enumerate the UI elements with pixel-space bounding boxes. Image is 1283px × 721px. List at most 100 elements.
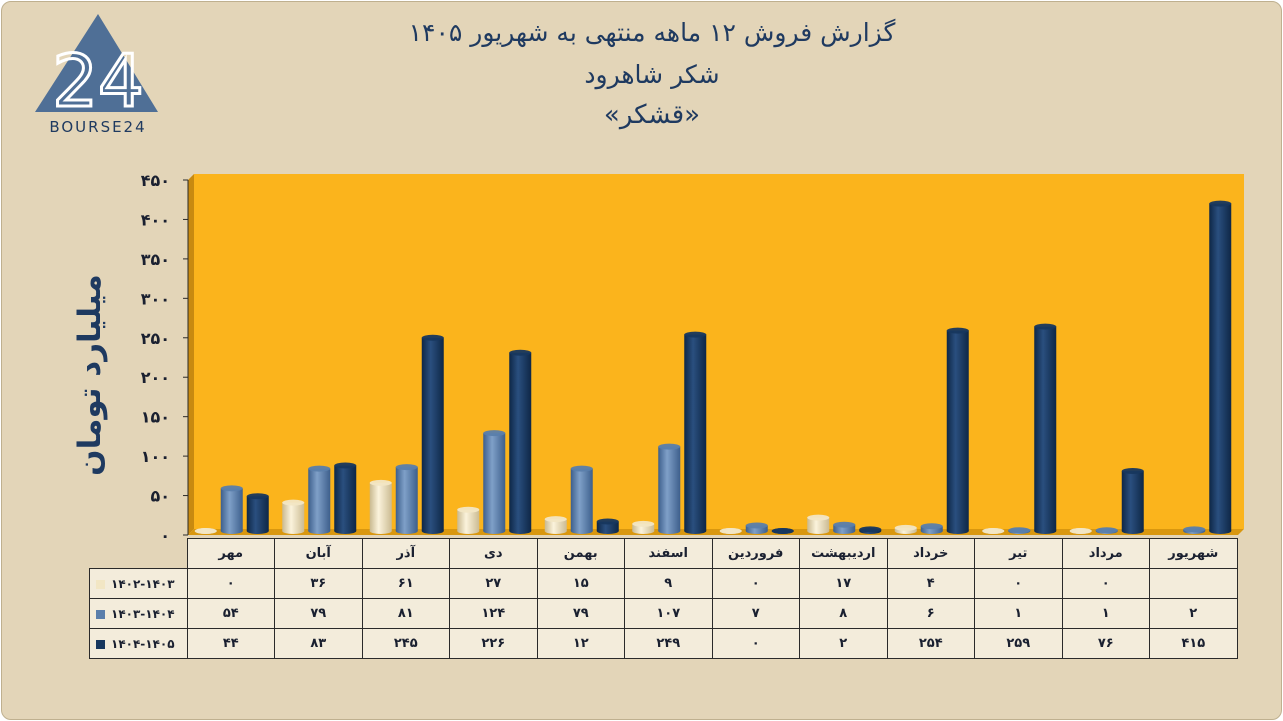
plot-side-wall — [188, 174, 194, 535]
table-header-cell: مرداد — [1061, 538, 1150, 569]
bar-base — [483, 528, 506, 534]
table-cell: ۲ — [1149, 598, 1238, 629]
table-cell: ۷۹ — [274, 598, 363, 629]
table-cell: ۱۲ — [536, 628, 625, 659]
table-header-cell: خرداد — [886, 538, 975, 569]
bar-top — [833, 521, 856, 528]
bar-top — [1209, 200, 1232, 207]
bar-base — [920, 528, 943, 534]
table-row: ۱۴۰۴-۱۴۰۵ ۴۴ ۸۳ ۲۴۵ ۲۲۶ ۱۲ ۲۴۹ ۰ ۲ ۲۵۴ ۲۵۹ ۷۶ ۴۱۵ — [89, 628, 1238, 659]
table-cell: ۸۳ — [274, 628, 363, 659]
table-header-cell: آبان — [274, 538, 363, 569]
table-header-cell: فروردین — [711, 538, 800, 569]
y-tick-label: ۰ — [160, 526, 170, 545]
table-corner — [90, 539, 188, 569]
bar-top — [1121, 468, 1144, 475]
bar-base — [946, 528, 969, 534]
bar — [220, 488, 243, 531]
bar — [544, 519, 567, 531]
bar-top — [894, 524, 917, 531]
table-cell: ۴۱۵ — [1149, 628, 1238, 659]
logo-number: 24 — [52, 39, 144, 123]
bar-top — [596, 518, 619, 525]
bar-top — [308, 465, 331, 472]
bar-top — [457, 506, 480, 513]
bar-base — [684, 528, 707, 534]
bar-base — [1209, 528, 1232, 534]
table-cell: ۱۲۴ — [449, 598, 538, 629]
bar-top — [220, 485, 243, 492]
table-header-cell: آذر — [361, 538, 450, 569]
bar — [334, 465, 357, 531]
table-cell: ۲۴۹ — [624, 628, 713, 659]
bar — [596, 521, 619, 531]
bar-top — [658, 443, 681, 450]
y-tick-label: ۴۵۰ — [141, 171, 170, 190]
bar-top — [1183, 526, 1206, 533]
bar-base — [1034, 528, 1057, 534]
table-header-cell: مهر — [186, 538, 275, 569]
bar-top — [246, 493, 269, 500]
bar-top — [421, 334, 444, 341]
bar — [570, 468, 593, 531]
chart-subtitle: شکر شاهرود — [584, 60, 720, 89]
table-header-cell: اردیبهشت — [799, 538, 888, 569]
bar-base — [246, 528, 269, 534]
y-tick-label: ۲۵۰ — [141, 329, 170, 348]
table-row: ۱۴۰۳-۱۴۰۴ ۵۴ ۷۹ ۸۱ ۱۲۴ ۷۹ ۱۰۷ ۷ ۸ ۶ ۱ ۱ ۲ — [89, 598, 1238, 629]
table-cell: ۰ — [974, 568, 1063, 599]
bar-top — [920, 523, 943, 530]
bar-top — [719, 528, 742, 534]
bar-top — [483, 430, 506, 437]
bar-base — [282, 528, 305, 534]
table-cell: ۷۶ — [1061, 628, 1150, 659]
y-tick-label: ۵۰ — [150, 487, 170, 506]
table-cell: ۵۴ — [186, 598, 275, 629]
table-cell: ۱ — [974, 598, 1063, 629]
bar-base — [658, 528, 681, 534]
table-cell: ۶ — [886, 598, 975, 629]
chart-title: گزارش فروش ۱۲ ماهه منتهی به شهریور ۱۴۰۵ — [408, 18, 896, 47]
table-cell: ۴۴ — [186, 628, 275, 659]
bar-top — [771, 528, 794, 534]
table-cell: ۱ — [1061, 598, 1150, 629]
bar-top — [544, 516, 567, 523]
table-cell: ۲۲۶ — [449, 628, 538, 659]
bar — [1209, 203, 1232, 531]
data-table: مهر آبان آذر دی بهمن اسفند فروردین اردیبهشت خردا… — [89, 538, 1238, 659]
y-tick-label: ۱۵۰ — [141, 408, 170, 427]
company-symbol: «قشکر» — [603, 100, 701, 130]
bar-base — [308, 528, 331, 534]
bar-top — [395, 464, 418, 471]
bar-base — [395, 528, 418, 534]
bar-base — [596, 528, 619, 534]
bar — [282, 502, 305, 531]
table-cell: ۶۱ — [361, 568, 450, 599]
bar — [684, 334, 707, 531]
bar — [509, 352, 532, 531]
table-header-cell: بهمن — [536, 538, 625, 569]
table-header-cell: اسفند — [624, 538, 713, 569]
bar-top — [982, 528, 1005, 534]
series-name: ۱۴۰۳-۱۴۰۴ — [111, 606, 175, 621]
table-cell: ۷۹ — [536, 598, 625, 629]
table-cell: ۱۰۷ — [624, 598, 713, 629]
table-header-cell: دی — [449, 538, 538, 569]
bar — [807, 517, 830, 531]
bar-top — [859, 526, 882, 533]
table-cell: ۳۶ — [274, 568, 363, 599]
bar-top — [807, 514, 830, 521]
bar — [369, 482, 392, 531]
plot-area — [194, 174, 1244, 529]
bar — [483, 433, 506, 531]
table-cell: ۰ — [711, 628, 800, 659]
table-cell: ۰ — [711, 568, 800, 599]
bar-base — [632, 528, 655, 534]
bar — [946, 330, 969, 531]
bar-top — [745, 522, 768, 529]
table-cell: ۲۵۴ — [886, 628, 975, 659]
series-label: ۱۴۰۲-۱۴۰۳ — [89, 568, 188, 599]
y-tick-label: ۲۰۰ — [141, 368, 170, 387]
